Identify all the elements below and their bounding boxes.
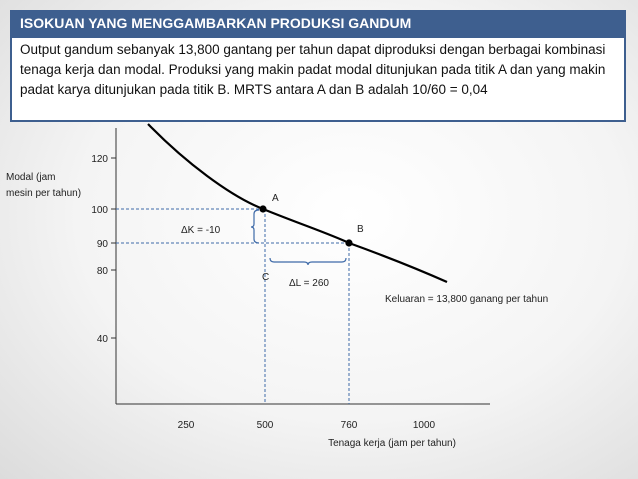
x-axis-label: Tenaga kerja (jam per tahun) [328,438,456,449]
x-tick-label: 1000 [413,420,436,431]
point-c-label: C [262,272,269,283]
y-tick-label: 100 [91,205,108,216]
description-text: Output gandum sebanyak 13,800 gantang pe… [20,42,606,97]
delta-l-label: ΔL = 260 [289,278,329,289]
description-box: Output gandum sebanyak 13,800 gantang pe… [10,36,626,122]
delta-k-label: ΔK = -10 [181,225,221,236]
y-axis-label: Modal (jam mesin per tahun) [6,172,81,199]
x-tick-label: 250 [178,420,195,431]
point-a-label: A [272,193,279,204]
y-tick-label: 40 [97,334,109,345]
point-b-label: B [357,224,364,235]
point-a-marker [259,205,267,213]
point-b-marker [345,239,353,247]
x-tick-label: 760 [341,420,358,431]
isoquant-curve [147,123,448,284]
y-ticks: 120 100 90 80 40 [91,154,116,345]
slide-title-bar: ISOKUAN YANG MENGGAMBARKAN PRODUKSI GAND… [10,10,626,36]
curve-output-label: Keluaran = 13,800 ganang per tahun [385,294,548,305]
guide-lines [116,208,350,404]
delta-k-bracket [250,209,260,244]
x-ticks: 250 500 760 1000 [178,420,436,431]
y-tick-label: 80 [97,266,109,277]
y-tick-label: 120 [91,154,108,165]
x-tick-label: 500 [257,420,274,431]
y-tick-label: 90 [97,239,109,250]
delta-l-bracket [269,257,347,266]
slide-title: ISOKUAN YANG MENGGAMBARKAN PRODUKSI GAND… [20,15,412,31]
